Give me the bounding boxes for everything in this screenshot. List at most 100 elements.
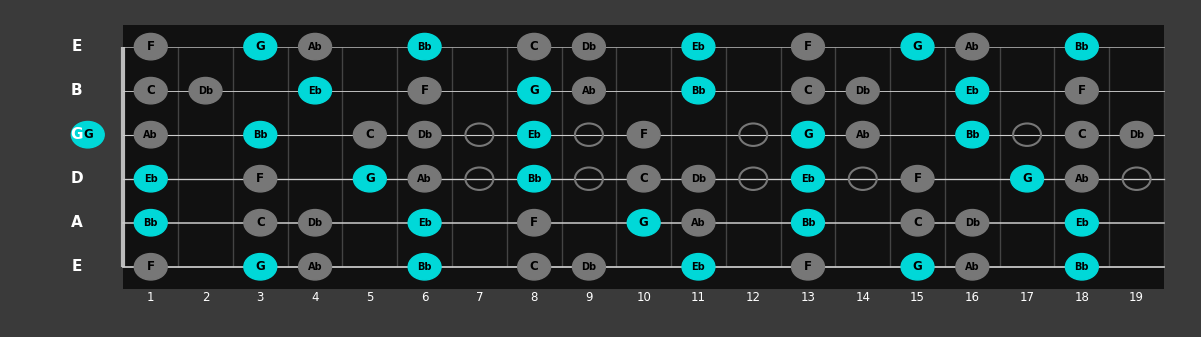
Circle shape xyxy=(518,121,550,148)
Text: F: F xyxy=(914,172,921,185)
Text: E: E xyxy=(72,39,82,54)
Circle shape xyxy=(71,121,104,148)
Text: F: F xyxy=(803,260,812,273)
Text: 8: 8 xyxy=(531,291,538,304)
Text: F: F xyxy=(147,260,155,273)
Text: Db: Db xyxy=(198,86,213,96)
Text: Eb: Eb xyxy=(801,174,814,184)
Text: Ab: Ab xyxy=(855,130,870,140)
Text: Db: Db xyxy=(417,130,432,140)
Circle shape xyxy=(135,253,167,280)
Circle shape xyxy=(518,33,550,60)
Text: 10: 10 xyxy=(637,291,651,304)
Text: E: E xyxy=(72,259,82,274)
Circle shape xyxy=(956,33,988,60)
Circle shape xyxy=(244,165,276,192)
Text: Eb: Eb xyxy=(692,262,705,272)
Text: Eb: Eb xyxy=(966,86,979,96)
Circle shape xyxy=(1065,121,1098,148)
Circle shape xyxy=(1065,78,1098,104)
Text: C: C xyxy=(365,128,375,141)
Circle shape xyxy=(682,253,715,280)
Text: C: C xyxy=(530,260,538,273)
Circle shape xyxy=(956,121,988,148)
Text: Ab: Ab xyxy=(307,262,322,272)
Circle shape xyxy=(299,210,331,236)
Circle shape xyxy=(791,121,824,148)
Circle shape xyxy=(682,33,715,60)
Circle shape xyxy=(1065,210,1098,236)
FancyBboxPatch shape xyxy=(124,25,1164,289)
Text: Ab: Ab xyxy=(964,42,980,52)
Text: 6: 6 xyxy=(420,291,429,304)
Circle shape xyxy=(518,253,550,280)
Text: 4: 4 xyxy=(311,291,318,304)
Text: Db: Db xyxy=(307,218,323,228)
Text: A: A xyxy=(71,215,83,230)
Text: F: F xyxy=(803,40,812,53)
Text: Ab: Ab xyxy=(143,130,159,140)
Text: 14: 14 xyxy=(855,291,871,304)
Circle shape xyxy=(353,165,387,192)
Circle shape xyxy=(627,165,661,192)
Circle shape xyxy=(408,210,441,236)
Text: 13: 13 xyxy=(801,291,815,304)
Text: 2: 2 xyxy=(202,291,209,304)
Text: G: G xyxy=(913,260,922,273)
Text: Ab: Ab xyxy=(691,218,706,228)
Text: 3: 3 xyxy=(257,291,264,304)
Circle shape xyxy=(244,210,276,236)
Text: Db: Db xyxy=(855,86,871,96)
Text: G: G xyxy=(1022,172,1032,185)
Circle shape xyxy=(1065,253,1098,280)
Text: G: G xyxy=(256,40,265,53)
Text: Ab: Ab xyxy=(307,42,322,52)
Circle shape xyxy=(244,253,276,280)
Circle shape xyxy=(956,210,988,236)
Circle shape xyxy=(956,253,988,280)
Circle shape xyxy=(847,78,879,104)
Text: Eb: Eb xyxy=(527,130,540,140)
Text: 16: 16 xyxy=(964,291,980,304)
Circle shape xyxy=(627,121,661,148)
Circle shape xyxy=(299,253,331,280)
Circle shape xyxy=(956,78,988,104)
Text: G: G xyxy=(639,216,649,229)
Circle shape xyxy=(135,78,167,104)
Text: 1: 1 xyxy=(147,291,155,304)
Text: Bb: Bb xyxy=(418,42,432,52)
Circle shape xyxy=(408,33,441,60)
FancyBboxPatch shape xyxy=(8,8,1193,329)
Text: Db: Db xyxy=(1129,130,1145,140)
Text: C: C xyxy=(530,40,538,53)
Text: Db: Db xyxy=(581,262,597,272)
Text: C: C xyxy=(256,216,264,229)
Circle shape xyxy=(299,33,331,60)
Text: F: F xyxy=(530,216,538,229)
Text: F: F xyxy=(640,128,647,141)
Circle shape xyxy=(791,78,824,104)
Text: 9: 9 xyxy=(585,291,592,304)
Text: F: F xyxy=(256,172,264,185)
Text: 18: 18 xyxy=(1075,291,1089,304)
Circle shape xyxy=(901,165,934,192)
Text: D: D xyxy=(71,171,83,186)
Text: 19: 19 xyxy=(1129,291,1145,304)
Text: Bb: Bb xyxy=(692,86,706,96)
Text: Eb: Eb xyxy=(144,174,157,184)
Circle shape xyxy=(518,78,550,104)
Text: 7: 7 xyxy=(476,291,483,304)
Circle shape xyxy=(244,121,276,148)
Circle shape xyxy=(299,78,331,104)
Circle shape xyxy=(408,165,441,192)
Text: 15: 15 xyxy=(910,291,925,304)
Circle shape xyxy=(901,210,934,236)
Circle shape xyxy=(847,121,879,148)
Circle shape xyxy=(682,78,715,104)
Text: C: C xyxy=(803,84,812,97)
Text: Eb: Eb xyxy=(692,42,705,52)
Text: Bb: Bb xyxy=(801,218,815,228)
Text: B: B xyxy=(71,83,83,98)
Circle shape xyxy=(573,253,605,280)
Circle shape xyxy=(1011,165,1044,192)
